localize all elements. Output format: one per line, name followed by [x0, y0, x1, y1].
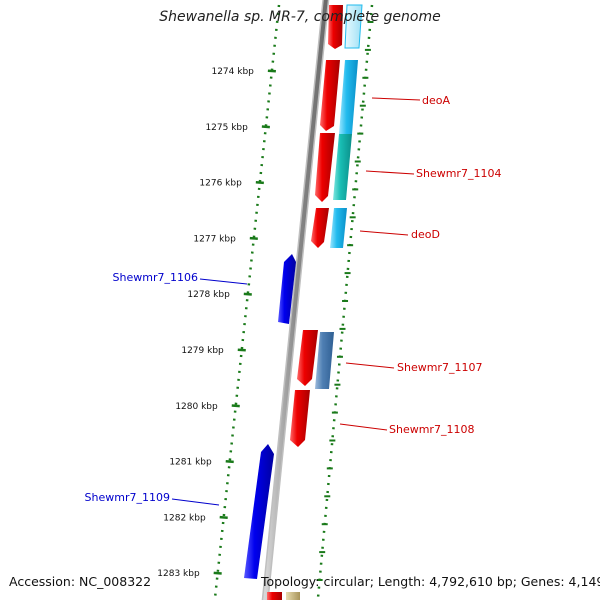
tick-mark: [213, 571, 222, 575]
gene-label-shewmr7-1108[interactable]: Shewmr7_1108: [389, 423, 474, 436]
tick-mark: [225, 460, 234, 464]
gene-deoD[interactable]: [311, 208, 329, 248]
tick-mark: [237, 348, 246, 352]
leader-shewmr7-1104: [365, 170, 415, 175]
gene-shewmr7-1106[interactable]: [278, 254, 296, 324]
leader-shewmr7-1109: [171, 498, 220, 506]
leader-shewmr7-1106: [199, 278, 248, 285]
gene-label-shewmr7-1104[interactable]: Shewmr7_1104: [416, 167, 501, 180]
tick-label: 1274 kbp: [211, 67, 254, 77]
backbone: [261, 0, 330, 604]
left-guide-line: [213, 4, 281, 599]
tick-label: 1276 kbp: [199, 179, 242, 189]
tick-labels: 1274 kbp 1275 kbp 1276 kbp 1277 kbp 1278 kbp…: [157, 67, 254, 579]
genome-summary-text: Topology: circular; Length: 4,792,610 bp…: [261, 574, 600, 589]
tick-label: 1280 kbp: [175, 402, 218, 412]
right-tick-marks: [316, 21, 374, 581]
tick-label: 1279 kbp: [181, 346, 224, 356]
tick-label: 1275 kbp: [205, 123, 248, 133]
feature-cyan-2[interactable]: [330, 208, 347, 248]
tick-mark: [255, 181, 264, 185]
gene-shewmr7-1107[interactable]: [297, 330, 318, 386]
gene-shewmr7-1108[interactable]: [290, 390, 310, 447]
tick-mark: [267, 69, 276, 73]
tick-marks: [213, 69, 276, 575]
gene-label-shewmr7-1107[interactable]: Shewmr7_1107: [397, 361, 482, 374]
feature-teal[interactable]: [333, 134, 352, 200]
map-title: Shewanella sp. MR-7, complete genome: [159, 9, 441, 25]
feature-tan-bottom[interactable]: [286, 592, 300, 600]
feature-track: [286, 4, 363, 600]
tick-label: 1281 kbp: [169, 458, 212, 468]
gene-deoA[interactable]: [320, 60, 340, 131]
gene-label-shewmr7-1109[interactable]: Shewmr7_1109: [85, 491, 170, 504]
backbone-line: [263, 0, 328, 603]
tick-label: 1277 kbp: [193, 234, 236, 244]
gene-shewmr7-1109[interactable]: [244, 444, 274, 579]
gene-partial-top[interactable]: [328, 5, 343, 49]
tick-label: 1282 kbp: [163, 513, 206, 523]
tick-mark: [261, 125, 270, 129]
gene-label-deoD[interactable]: deoD: [411, 228, 440, 241]
gene-label-shewmr7-1106[interactable]: Shewmr7_1106: [113, 271, 198, 284]
gene-label-deoA[interactable]: deoA: [422, 94, 450, 107]
leader-deoD: [359, 230, 409, 236]
reverse-strand-genes: [244, 254, 296, 579]
forward-strand-genes: [267, 5, 343, 600]
feature-cyan-1[interactable]: [339, 60, 358, 134]
leader-shewmr7-1108: [339, 423, 388, 431]
feature-steel[interactable]: [315, 332, 334, 389]
accession-text: Accession: NC_008322: [9, 574, 152, 589]
gene-labels: deoA Shewmr7_1104 deoD Shewmr7_1106 Shew…: [85, 94, 502, 504]
tick-label: 1278 kbp: [187, 290, 230, 300]
tick-label: 1283 kbp: [157, 569, 200, 579]
tick-mark: [249, 236, 258, 240]
gene-partial-bottom[interactable]: [267, 592, 282, 600]
tick-mark: [219, 515, 228, 519]
leader-shewmr7-1107: [345, 362, 395, 369]
tick-mark: [231, 404, 240, 408]
gene-leaders: [171, 97, 421, 506]
feature-top[interactable]: [344, 4, 363, 49]
gene-shewmr7-1104[interactable]: [315, 133, 335, 202]
leader-deoA: [371, 97, 421, 101]
tick-mark: [243, 292, 252, 296]
